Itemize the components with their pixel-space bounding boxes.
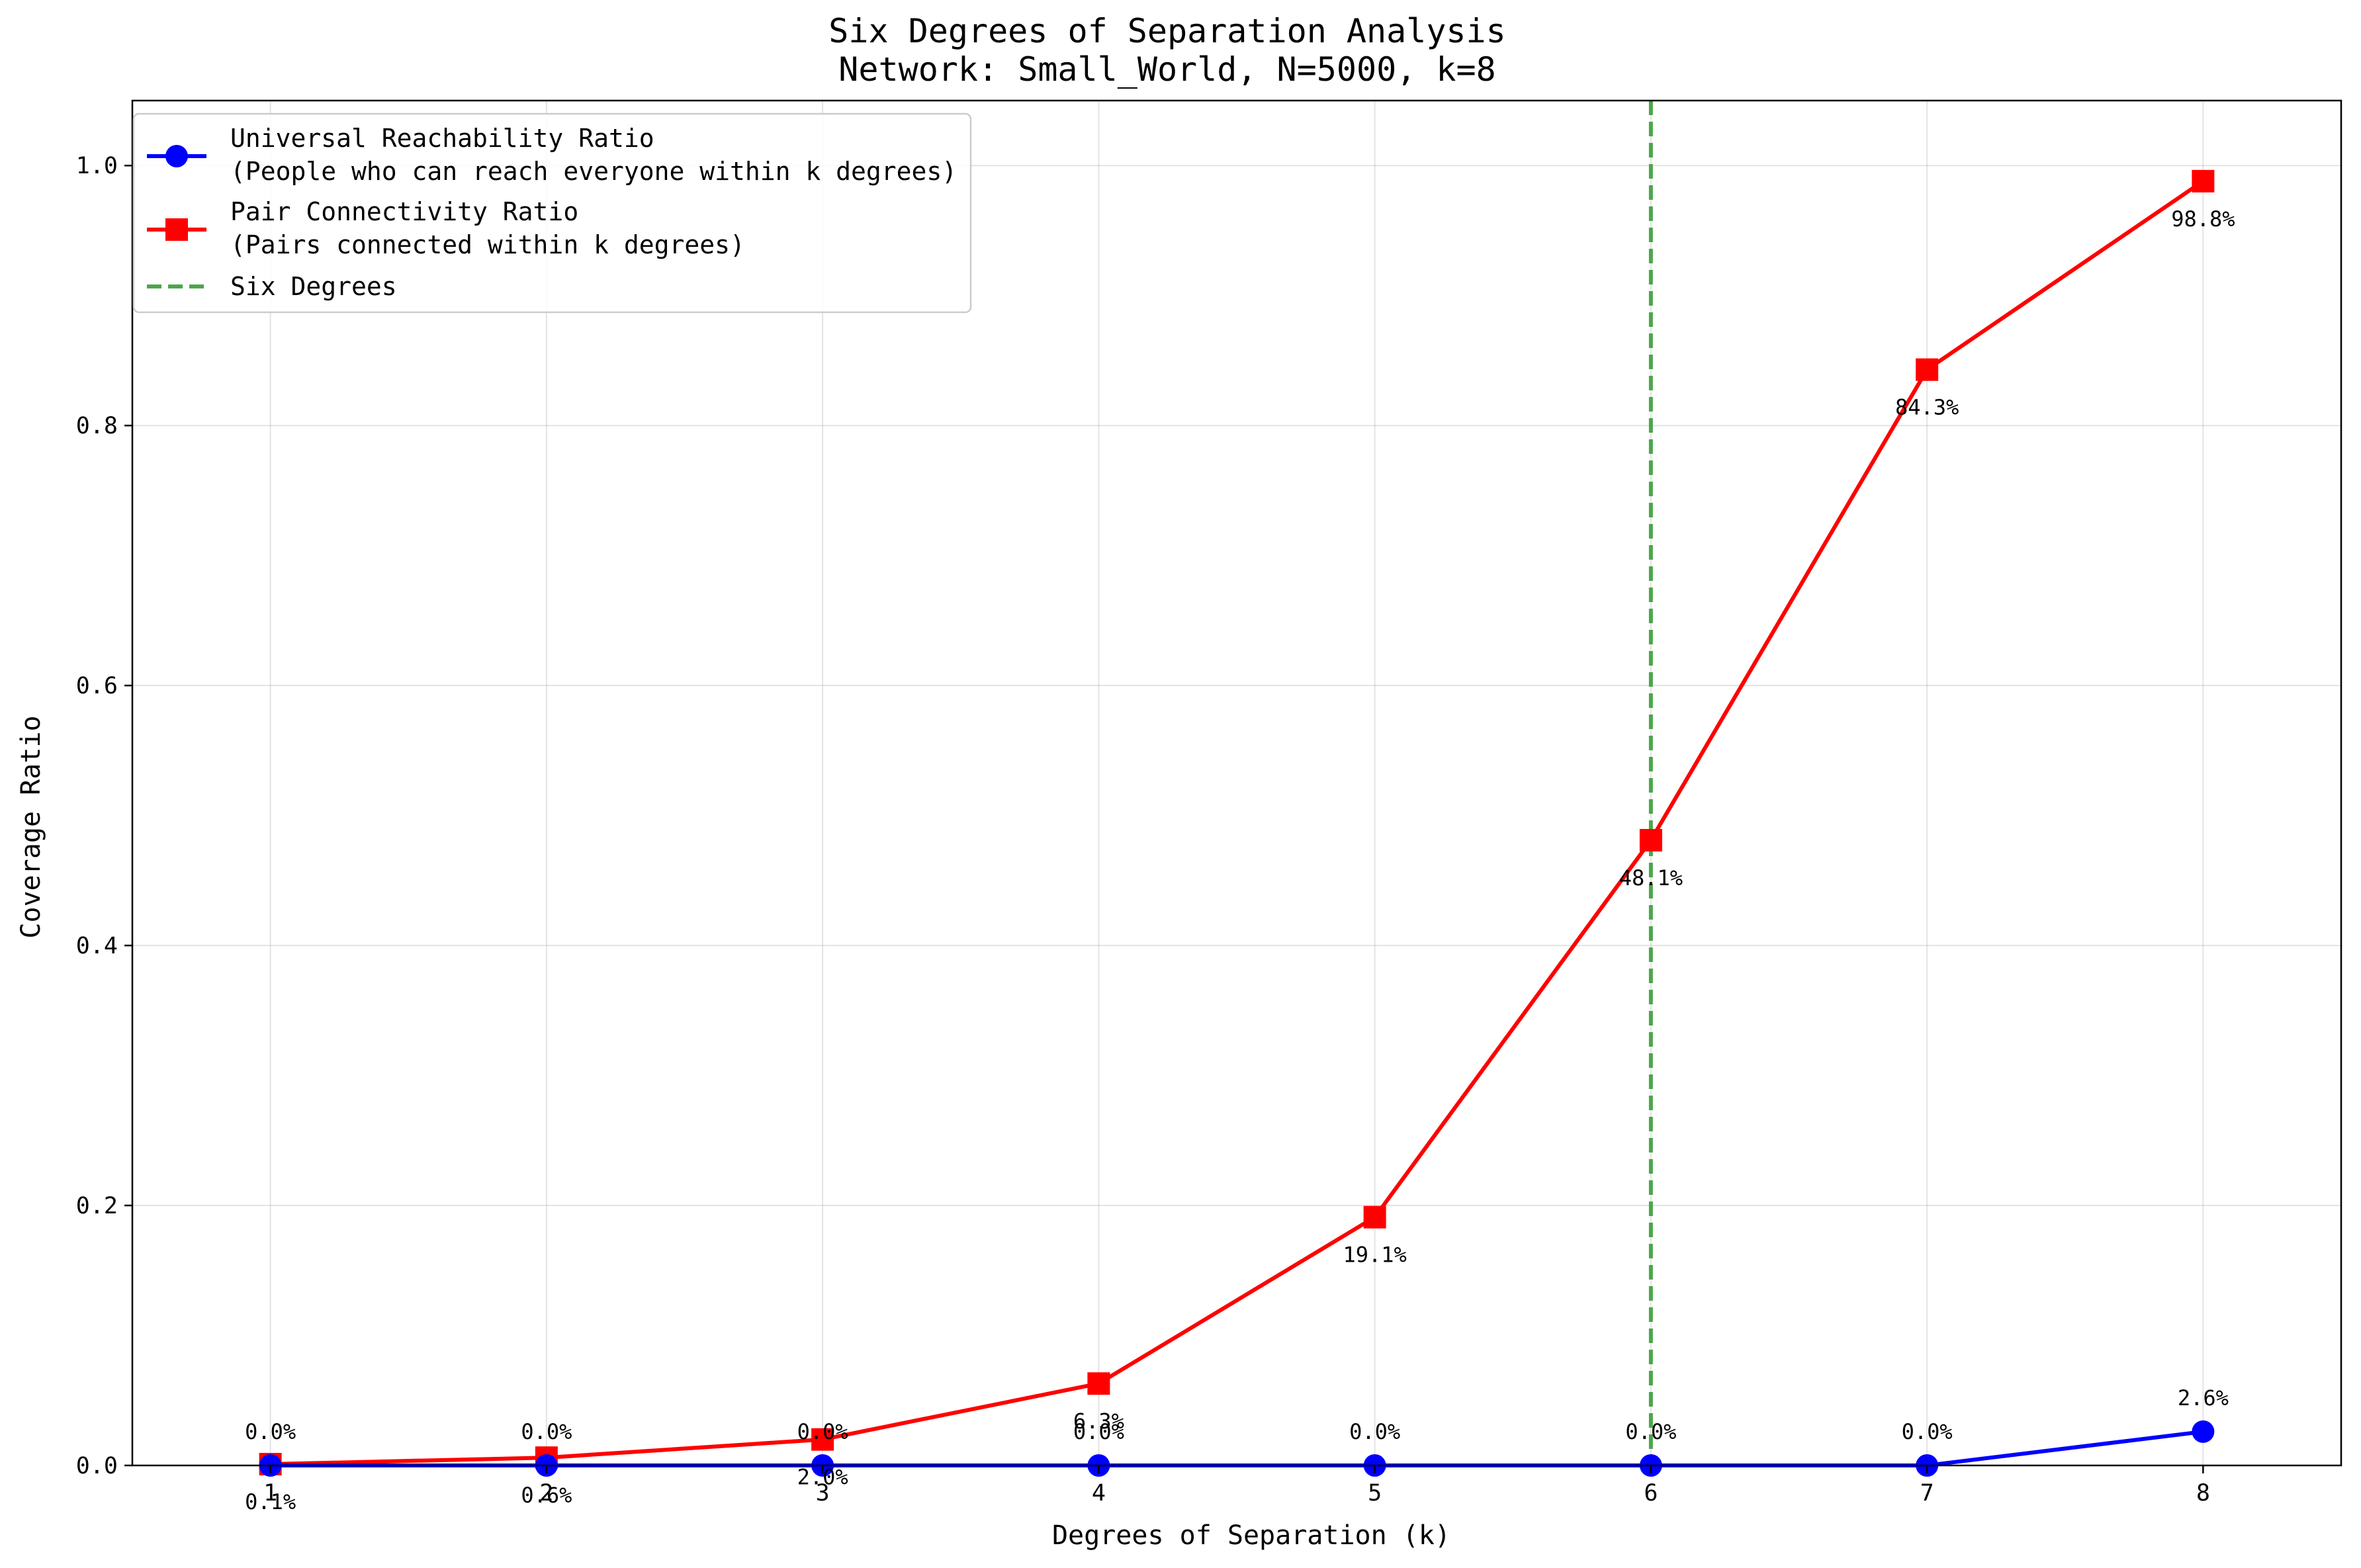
chart-subtitle: Network: Small_World, N=5000, k=8 — [838, 50, 1495, 89]
legend-label-pair: Pair Connectivity Ratio — [230, 197, 578, 226]
y-tick-label: 0.6 — [76, 673, 118, 699]
point-pair-k5 — [1363, 1205, 1386, 1229]
x-axis-label: Degrees of Separation (k) — [1052, 1520, 1450, 1551]
x-tick-label: 6 — [1644, 1480, 1658, 1506]
legend-box — [132, 112, 972, 314]
legend-label-universal: Universal Reachability Ratio — [230, 124, 654, 153]
y-axis: 0.0 0.2 0.4 0.6 0.8 1.0 — [76, 153, 132, 1479]
point-pair-k3 — [811, 1428, 834, 1451]
data-label-pair-k8: 98.8% — [2171, 206, 2235, 232]
data-label-pair-k4: 6.3% — [1073, 1409, 1124, 1434]
chart-title: Six Degrees of Separation Analysis — [828, 12, 1506, 50]
point-pair-k8 — [2192, 169, 2215, 193]
x-tick-label: 3 — [816, 1480, 830, 1506]
data-label-universal-k5: 0.0% — [1349, 1419, 1400, 1444]
legend-marker-pair — [165, 218, 188, 241]
point-pair-k6 — [1639, 828, 1662, 851]
y-tick-label: 0.8 — [76, 413, 118, 439]
series-group — [259, 169, 2215, 1477]
plot-frame — [131, 99, 2342, 1467]
series-line-pair — [270, 179, 2205, 1467]
x-tick-label: 8 — [2196, 1480, 2210, 1506]
data-label-universal-k1: 0.0% — [245, 1419, 296, 1444]
legend-marker-universal — [165, 145, 188, 167]
data-label-universal-k4: 0.0% — [1073, 1419, 1124, 1444]
x-tick-label: 7 — [1920, 1480, 1934, 1506]
data-labels: 0.1% 0.6%2.0%6.3%19.1%48.1%84.3%98.8%0.0%… — [245, 206, 2235, 1514]
data-label-pair-k1: 0.1% — [245, 1489, 296, 1514]
legend-label-pair-desc: (Pairs connected within k degrees) — [230, 230, 745, 259]
x-tick-label: 2 — [539, 1480, 553, 1506]
data-label-pair-k5: 19.1% — [1343, 1242, 1406, 1268]
legend: Universal Reachability Ratio (People who… — [132, 112, 972, 314]
y-tick-label: 1.0 — [76, 153, 118, 179]
x-tick-label: 4 — [1092, 1480, 1106, 1506]
point-pair-k7 — [1916, 358, 1939, 381]
point-universal-k8 — [2192, 1420, 2215, 1443]
data-label-pair-k6: 48.1% — [1619, 865, 1683, 891]
x-tick-label: 1 — [263, 1480, 277, 1506]
data-label-universal-k2: 0.0% — [521, 1419, 572, 1444]
y-tick-label: 0.0 — [76, 1453, 118, 1479]
x-tick-label: 5 — [1368, 1480, 1382, 1506]
data-label-pair-k2: 0.6% — [521, 1483, 572, 1508]
data-label-pair-k7: 84.3% — [1895, 395, 1959, 420]
legend-label-six-degrees: Six Degrees — [230, 272, 397, 301]
data-label-universal-k8: 2.6% — [2178, 1385, 2229, 1411]
data-label-universal-k7: 0.0% — [1902, 1419, 1953, 1444]
legend-label-universal-desc: (People who can reach everyone within k … — [230, 157, 957, 186]
y-axis-label: Coverage Ratio — [16, 715, 46, 938]
y-tick-label: 0.4 — [76, 933, 118, 959]
x-axis: 1 2 3 4 5 6 7 8 — [263, 1465, 2210, 1506]
point-pair-k4 — [1087, 1372, 1110, 1395]
data-label-universal-k6: 0.0% — [1625, 1419, 1676, 1444]
data-label-universal-k3: 0.0% — [797, 1419, 848, 1444]
y-tick-label: 0.2 — [76, 1193, 118, 1219]
